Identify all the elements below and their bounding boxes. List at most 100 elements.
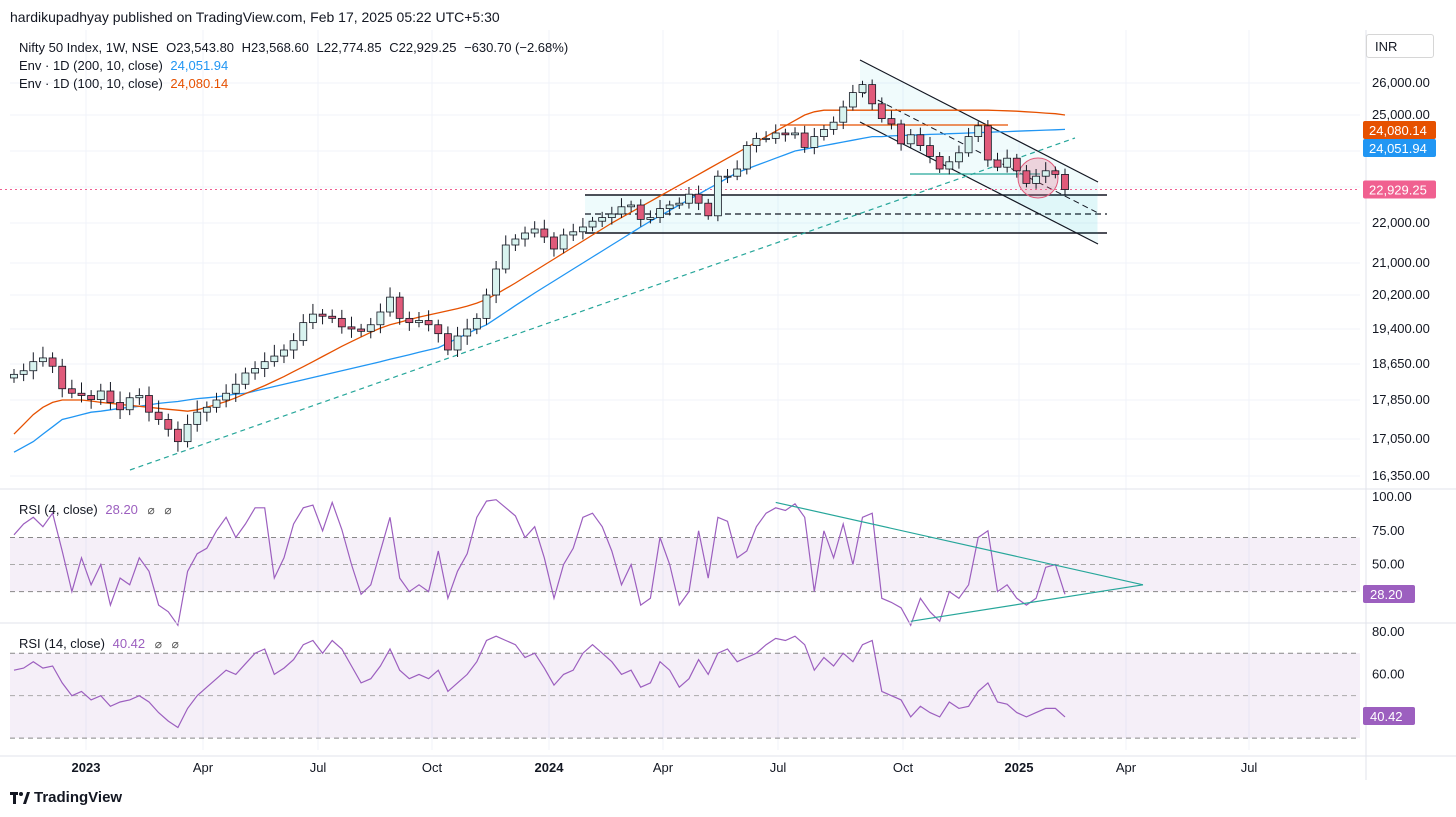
candle-body — [125, 397, 134, 411]
candle-body — [501, 244, 510, 270]
candle-body — [96, 390, 105, 400]
candle-body — [1041, 170, 1050, 177]
candle-body — [656, 208, 664, 219]
env100-price-tag-bg — [1363, 121, 1436, 139]
time-tick-label: Jul — [310, 760, 327, 775]
candle-body — [424, 320, 433, 326]
price-tick-label: 25,000.00 — [1372, 107, 1430, 122]
candle-body — [791, 132, 799, 136]
env200-price-tag-bg — [1363, 139, 1436, 157]
candle-body — [762, 137, 770, 140]
rsi14-line — [13, 635, 1066, 729]
candle-body — [887, 118, 896, 125]
legend-env100-value: 24,080.14 — [170, 76, 229, 91]
drawing-annotations — [0, 59, 1360, 471]
rsi4-line — [13, 499, 1066, 627]
candle-body — [858, 84, 867, 93]
candle-body — [174, 428, 182, 443]
time-tick-label: Apr — [653, 760, 674, 775]
candle-body — [550, 236, 558, 250]
last-price-tag-bg — [1363, 180, 1436, 199]
rsi4-trendline — [910, 584, 1144, 622]
candle-body — [10, 373, 18, 379]
candle-body — [1012, 157, 1021, 172]
candle-body — [443, 333, 452, 351]
rsi-lines — [13, 499, 1144, 729]
candle-body — [328, 315, 337, 319]
legend-low: L22,774.85 — [316, 40, 382, 55]
candle-body — [704, 202, 713, 217]
time-tick-label: Apr — [193, 760, 214, 775]
candle-body — [945, 161, 954, 170]
candle-body — [848, 92, 857, 108]
candle-body — [983, 125, 992, 161]
candle-body — [964, 136, 973, 154]
rsi4-tag-bg — [1363, 585, 1415, 603]
currency-button[interactable]: INR — [1366, 34, 1434, 58]
candle-body — [39, 357, 47, 363]
rsi4-tick-label: 50.00 — [1372, 557, 1405, 572]
candle-body — [578, 226, 587, 233]
candle-body — [241, 372, 250, 385]
candle-body — [164, 419, 173, 430]
env200-line — [13, 128, 1066, 453]
candle-body — [29, 361, 38, 372]
candle-body — [685, 193, 693, 204]
price-tick-label: 22,000.00 — [1372, 215, 1430, 230]
candle-body — [955, 152, 963, 163]
legend-rsi14-value: 40.42 — [112, 636, 146, 651]
time-tick-label: 2025 — [1005, 760, 1034, 775]
brand-name: TradingView — [34, 789, 123, 806]
candle-body — [183, 423, 192, 443]
candle-body — [415, 320, 423, 324]
candle-body — [935, 155, 944, 170]
hide-icon[interactable]: ⌀ — [147, 503, 155, 517]
price-axis-labels: 26,000.00 25,000.00 22,000.00 21,000.00 20,2… — [1363, 75, 1436, 725]
candle-body — [723, 175, 732, 178]
rsi-bands — [10, 537, 1360, 739]
axes — [0, 30, 1456, 780]
candle-body — [820, 128, 828, 137]
candle-body — [877, 103, 886, 120]
env100-price-tag: 24,080.14 — [1369, 123, 1427, 138]
settings-icon[interactable]: ⌀ — [164, 503, 172, 517]
candle-body — [694, 193, 703, 204]
candle-body — [154, 411, 163, 420]
candle-body — [260, 361, 269, 369]
candle-body — [337, 317, 346, 328]
settings-icon[interactable]: ⌀ — [171, 637, 179, 651]
trendline-support — [129, 137, 1076, 471]
candle-body — [58, 365, 67, 390]
candle-body — [472, 317, 481, 330]
legend-high: H23,568.60 — [241, 40, 309, 55]
rsi14-tick-label: 80.00 — [1372, 624, 1405, 639]
candle-body — [212, 399, 221, 408]
candle-body — [665, 204, 674, 209]
candle-body — [540, 228, 549, 238]
candle-body — [569, 231, 578, 236]
candle-body — [434, 324, 443, 335]
candle-body — [752, 137, 761, 146]
candle-body — [280, 349, 288, 357]
channel-mid — [859, 90, 1099, 214]
candle-body — [974, 125, 983, 138]
time-tick-label: Oct — [422, 760, 443, 775]
channel-upper — [859, 59, 1099, 183]
candle-body — [521, 232, 529, 240]
candle-body — [116, 402, 124, 411]
hide-icon[interactable]: ⌀ — [154, 637, 163, 651]
candle-body — [482, 294, 491, 319]
legend-rsi4-value: 28.20 — [105, 502, 138, 517]
candle-body — [607, 213, 616, 218]
brand-footer: TradingView — [10, 789, 122, 806]
candle-body — [617, 206, 626, 215]
candle-body — [386, 296, 394, 313]
rsi14-tag-bg — [1363, 707, 1415, 725]
candle-body — [829, 121, 838, 130]
time-tick-label: Apr — [1116, 760, 1137, 775]
env200-price-tag: 24,051.94 — [1369, 141, 1427, 156]
candle-body — [646, 217, 655, 220]
candle-body — [588, 220, 597, 228]
legend-env200-value: 24,051.94 — [170, 58, 229, 73]
